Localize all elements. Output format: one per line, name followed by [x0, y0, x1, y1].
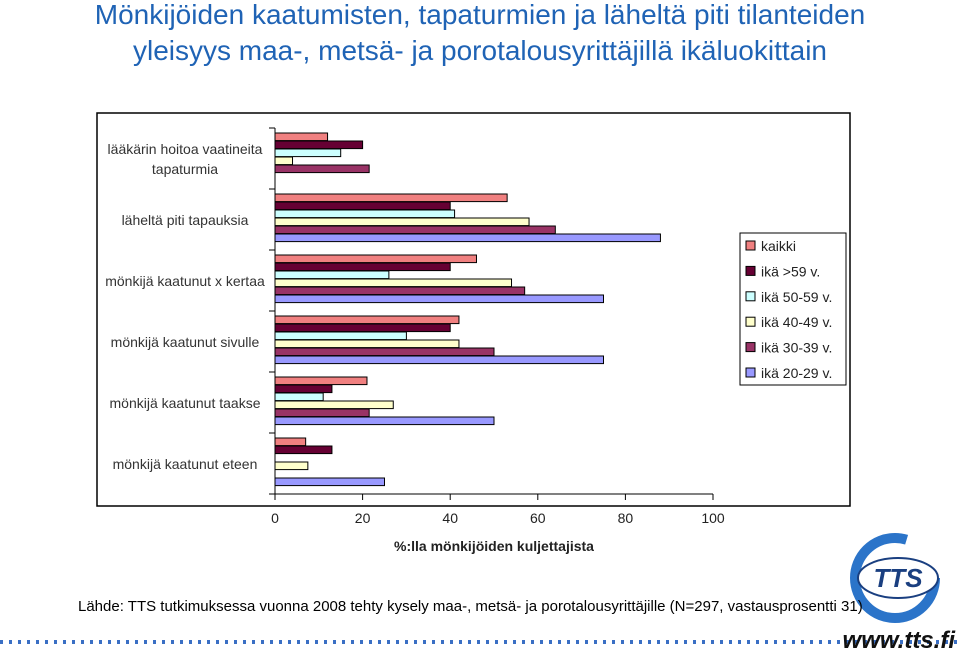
legend-label: ikä 40-49 v. [761, 314, 832, 330]
bar [274, 400, 394, 410]
bar [274, 132, 329, 142]
bar [274, 164, 370, 174]
bar [274, 201, 451, 211]
category-label-box: lääkärin hoitoa vaatineita tapaturmia [107, 140, 263, 177]
bar [274, 209, 456, 219]
x-tick-label: 80 [618, 510, 634, 526]
bar [274, 347, 495, 357]
bar [274, 416, 495, 426]
bar [274, 193, 508, 203]
bar [274, 217, 530, 227]
title: yleisyys maa-, metsä- ja porotalousyritt… [133, 35, 827, 66]
legend-swatch [745, 367, 756, 378]
chart-frame [96, 112, 851, 507]
x-tick-label: 60 [530, 510, 546, 526]
title: Mönkijöiden kaatumisten, tapaturmien ja … [95, 0, 865, 30]
y-tick-label: mönkijä kaatunut taakse [109, 394, 261, 411]
bar [274, 233, 661, 243]
x-tick-label: 20 [355, 510, 371, 526]
legend-swatch [745, 342, 756, 353]
bar [274, 148, 342, 158]
bar [274, 156, 294, 166]
bar [274, 461, 309, 471]
bar [274, 384, 333, 394]
bar [274, 323, 451, 333]
legend-swatch [745, 265, 756, 276]
legend-swatch [745, 240, 756, 251]
bar [274, 315, 460, 325]
logo-text: TTS [873, 563, 923, 593]
bar [274, 445, 333, 455]
bar [274, 262, 451, 272]
category-label-box: mönkijä kaatunut x kertaa [105, 272, 265, 289]
bar [274, 437, 307, 447]
x-tick-label: 40 [442, 510, 458, 526]
category-label-box: mönkijä kaatunut taakse [109, 394, 261, 411]
bar [274, 278, 513, 288]
bar [274, 477, 385, 487]
category-label-box: mönkijä kaatunut sivulle [110, 333, 260, 350]
bar [274, 294, 604, 304]
legend-swatch [745, 291, 756, 302]
x-axis-title: %:lla mönkijöiden kuljettajista [394, 538, 594, 554]
legend-box [739, 232, 847, 386]
legend-label: kaikki [761, 238, 796, 254]
y-tick-label: läheltä piti tapauksia [121, 211, 249, 228]
bar [274, 355, 604, 365]
y-tick-label: mönkijä kaatunut x kertaa [105, 272, 265, 289]
legend-label: ikä >59 v. [761, 263, 820, 279]
category-label-box: läheltä piti tapauksia [121, 211, 249, 228]
category-label-box: mönkijä kaatunut eteen [112, 455, 258, 472]
bar [274, 339, 460, 349]
x-tick-label: 100 [701, 510, 725, 526]
bar [274, 140, 364, 150]
bar [274, 392, 324, 402]
legend-label: ikä 30-39 v. [761, 340, 832, 356]
bar [274, 254, 477, 264]
bar [274, 225, 556, 235]
legend-swatch [745, 316, 756, 327]
bar [274, 376, 368, 386]
y-tick-label: mönkijä kaatunut eteen [112, 455, 258, 472]
legend-label: ikä 50-59 v. [761, 289, 832, 305]
logo-badge [857, 557, 939, 599]
url: www.tts.fi [843, 627, 957, 651]
bar [274, 286, 526, 296]
bar [274, 331, 407, 341]
bar [274, 270, 390, 280]
y-tick-label: mönkijä kaatunut sivulle [110, 333, 260, 350]
logo: TTS [850, 533, 940, 623]
source: Lähde: TTS tutkimuksessa vuonna 2008 teh… [78, 598, 863, 615]
bar [274, 408, 370, 418]
legend-label: ikä 20-29 v. [761, 365, 832, 381]
y-tick-label: lääkärin hoitoa vaatineita tapaturmia [107, 140, 263, 177]
x-tick-label: 0 [271, 510, 279, 526]
